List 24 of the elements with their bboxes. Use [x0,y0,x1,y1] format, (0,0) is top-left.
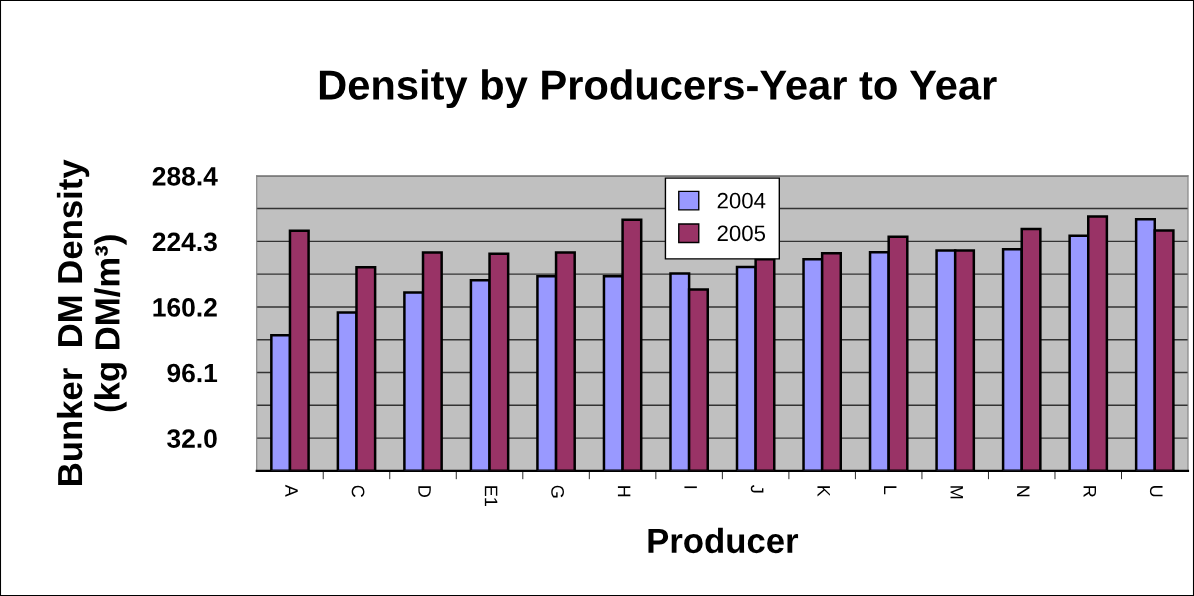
legend-label: 2004 [717,192,766,209]
y-tick-label: 160.2 [153,298,217,317]
x-axis-title: Producer [648,527,799,554]
x-tick-label: I [684,486,697,489]
x-tick-label: D [418,486,431,497]
x-tick-label: J [750,485,764,493]
x-tick-label: E1 [484,486,498,506]
x-tick-label: H [617,486,631,497]
y-tick-label: 96.1 [167,363,218,383]
y-tick-label: 288.4 [152,166,218,186]
x-tick-label: G [551,485,564,498]
x-tick-label: K [817,486,830,497]
chart-title: Density by Producers-Year to Year [319,69,997,109]
y-tick-label: 32.0 [167,429,217,448]
legend-label: 2005 [717,225,766,242]
x-tick-label: C [351,485,365,498]
x-tick-label: N [1017,486,1030,497]
y-tick-label: 224.3 [152,232,217,252]
x-tick-label: U [1149,486,1163,497]
x-tick-label: M [950,486,963,499]
x-tick-label: R [1083,486,1096,497]
x-tick-label: A [285,484,298,497]
x-tick-label: L [884,486,897,495]
y-axis-title: Bunker DM Density (kg DM/m³) [56,159,127,485]
